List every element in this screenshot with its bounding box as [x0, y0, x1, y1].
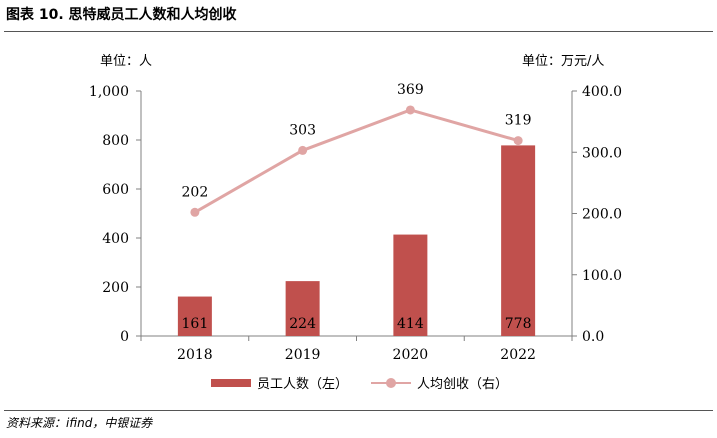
bar-data-label: 224 [289, 316, 316, 332]
revenue-point [190, 207, 200, 217]
right-axis-tick-label: 100.0 [582, 268, 622, 284]
right-axis-tick-label: 200.0 [582, 207, 622, 223]
left-axis-tick-label: 200 [102, 280, 129, 296]
legend-item-employees: 员工人数（左） [211, 373, 348, 392]
bar [177, 296, 212, 336]
bar [285, 281, 320, 336]
left-axis-tick-label: 600 [102, 182, 129, 198]
right-axis-tick-label: 300.0 [582, 145, 622, 161]
left-axis-tick-label: 0 [120, 329, 129, 345]
bar [393, 234, 428, 336]
x-axis-tick-label: 2018 [177, 347, 213, 363]
legend-label-revenue: 人均创收（右） [417, 377, 509, 392]
left-axis-tick-label: 400 [102, 231, 129, 247]
revenue-point [513, 136, 523, 146]
revenue-point [405, 105, 415, 115]
bar-data-label: 414 [397, 316, 424, 332]
right-axis-unit: 单位：万元/人 [522, 54, 605, 69]
x-axis-tick-label: 2022 [500, 347, 536, 363]
legend-item-revenue: 人均创收（右） [371, 373, 508, 392]
bar-data-label: 778 [505, 316, 532, 332]
x-axis-tick-label: 2019 [285, 347, 321, 363]
revenue-point [298, 145, 308, 155]
footer-rule [4, 410, 713, 411]
revenue-data-label: 202 [182, 184, 209, 200]
bar [501, 145, 536, 336]
left-axis-tick-label: 1,000 [89, 84, 129, 100]
left-axis-tick-label: 800 [102, 133, 129, 149]
left-axis-unit: 单位：人 [100, 54, 153, 69]
revenue-data-label: 303 [289, 122, 316, 138]
bar-data-label: 161 [182, 316, 209, 332]
right-axis-tick-label: 0.0 [582, 329, 604, 345]
legend-bar-swatch [211, 378, 251, 387]
legend: 员工人数（左） 人均创收（右） [0, 373, 717, 393]
chart-title: 图表 10. 思特威员工人数和人均创收 [6, 7, 237, 23]
legend-label-employees: 员工人数（左） [257, 377, 349, 392]
revenue-data-label: 319 [505, 113, 532, 129]
source-note: 资料来源：ifind，中银证券 [6, 416, 153, 430]
legend-line-swatch [371, 377, 411, 388]
revenue-data-label: 369 [397, 82, 424, 98]
x-axis-tick-label: 2020 [393, 347, 429, 363]
right-axis-tick-label: 400.0 [582, 84, 622, 100]
title-rule [4, 31, 713, 32]
revenue-line [194, 108, 519, 214]
